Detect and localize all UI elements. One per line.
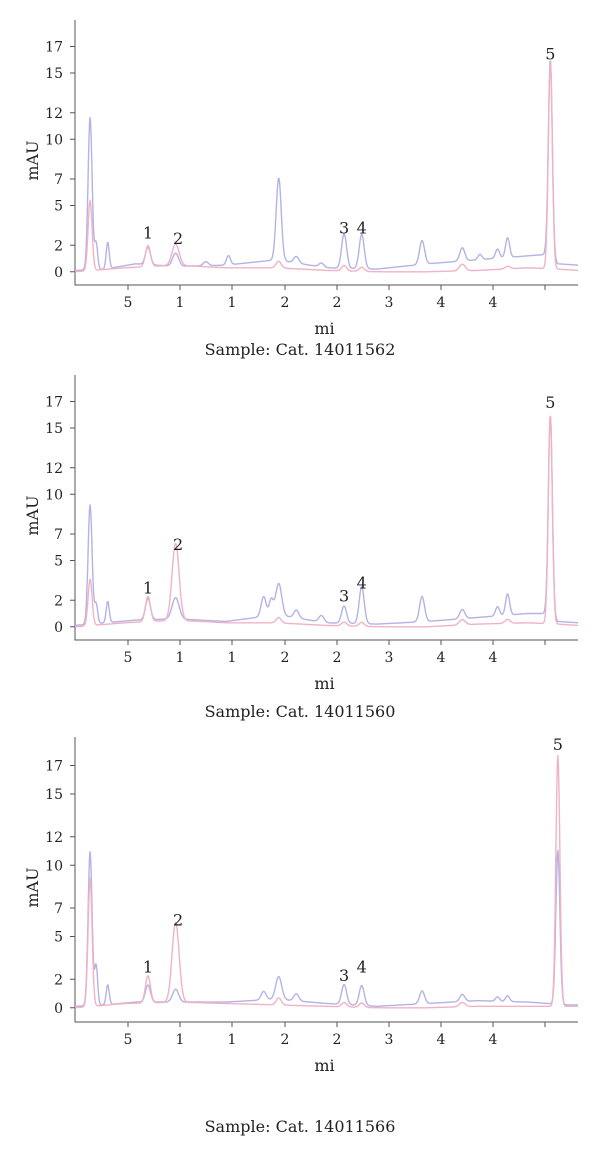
trace-series-1 (74, 416, 579, 627)
y-tick-label: 2 (54, 238, 63, 254)
x-tick-label: 2 (333, 650, 342, 666)
trace-series-2 (74, 63, 579, 273)
peak-label: 3 (339, 966, 349, 985)
y-tick-label: 0 (54, 265, 63, 281)
x-tick-label: 5 (124, 650, 133, 666)
peak-label: 2 (173, 229, 183, 248)
trace-series-2 (74, 754, 579, 1009)
x-tick-label: 1 (176, 295, 185, 311)
peak-label: 5 (545, 45, 555, 64)
x-tick-label: 4 (489, 295, 498, 311)
x-tick-label: 3 (385, 650, 394, 666)
y-tick-label: 0 (54, 1001, 63, 1017)
x-tick-label: 4 (437, 650, 446, 666)
x-tick-label: 1 (176, 1032, 185, 1048)
y-tick-label: 7 (54, 527, 63, 543)
x-tick-label: 1 (228, 295, 237, 311)
x-tick-label: 4 (489, 650, 498, 666)
y-axis-label: mAU (23, 140, 42, 180)
x-tick-label: 3 (385, 1032, 394, 1048)
y-tick-label: 12 (45, 461, 63, 477)
axis-lines (74, 375, 578, 641)
y-tick-label: 12 (45, 106, 63, 122)
x-tick-label: 4 (437, 1032, 446, 1048)
y-tick-label: 15 (45, 66, 63, 82)
peak-label: 5 (545, 393, 555, 412)
peak-label: 4 (357, 218, 367, 237)
y-tick-label: 5 (54, 199, 63, 215)
x-tick-label: 5 (124, 1032, 133, 1048)
x-tick-label: 1 (228, 650, 237, 666)
x-tick-label: 2 (281, 295, 290, 311)
peak-label: 5 (553, 735, 563, 754)
x-tick-label: 4 (489, 1032, 498, 1048)
peak-label: 2 (173, 910, 183, 929)
peak-label: 3 (339, 218, 349, 237)
chart-caption-2: Sample: Cat. 14011560 (204, 702, 396, 721)
chart-caption-1: Sample: Cat. 14011562 (204, 340, 396, 359)
y-tick-label: 7 (54, 901, 63, 917)
peak-label: 3 (339, 587, 349, 606)
x-tick-label: 2 (281, 1032, 290, 1048)
y-axis-label: mAU (23, 867, 42, 907)
y-tick-label: 15 (45, 787, 63, 803)
peak-label: 1 (143, 579, 153, 598)
y-tick-label: 17 (45, 395, 63, 411)
axis-lines (74, 20, 578, 286)
y-tick-label: 5 (54, 554, 63, 570)
y-tick-label: 10 (45, 858, 63, 874)
y-tick-label: 15 (45, 421, 63, 437)
peak-label: 2 (173, 535, 183, 554)
y-tick-label: 0 (54, 620, 63, 636)
x-tick-label: 5 (124, 295, 133, 311)
chart-caption-3: Sample: Cat. 14011566 (204, 1117, 396, 1136)
peak-label: 4 (357, 573, 367, 592)
y-tick-label: 12 (45, 830, 63, 846)
x-tick-label: 1 (176, 650, 185, 666)
peak-label: 4 (357, 957, 367, 976)
y-tick-label: 2 (54, 972, 63, 988)
x-tick-label: 2 (333, 1032, 342, 1048)
y-tick-label: 7 (54, 172, 63, 188)
x-axis-label: mi (314, 674, 334, 693)
x-tick-label: 3 (385, 295, 394, 311)
y-tick-label: 10 (45, 132, 63, 148)
axis-lines (74, 737, 578, 1023)
x-tick-label: 2 (281, 650, 290, 666)
y-axis-label: mAU (23, 495, 42, 535)
x-tick-label: 4 (437, 295, 446, 311)
peak-label: 1 (143, 224, 153, 243)
x-tick-label: 2 (333, 295, 342, 311)
x-tick-label: 1 (228, 1032, 237, 1048)
x-axis-label: mi (314, 1056, 334, 1075)
y-tick-label: 17 (45, 40, 63, 56)
y-tick-label: 17 (45, 759, 63, 775)
y-tick-label: 10 (45, 487, 63, 503)
x-axis-label: mi (314, 319, 334, 338)
y-tick-label: 5 (54, 930, 63, 946)
trace-series-2 (74, 415, 579, 628)
peak-label: 1 (143, 957, 153, 976)
y-tick-label: 2 (54, 593, 63, 609)
